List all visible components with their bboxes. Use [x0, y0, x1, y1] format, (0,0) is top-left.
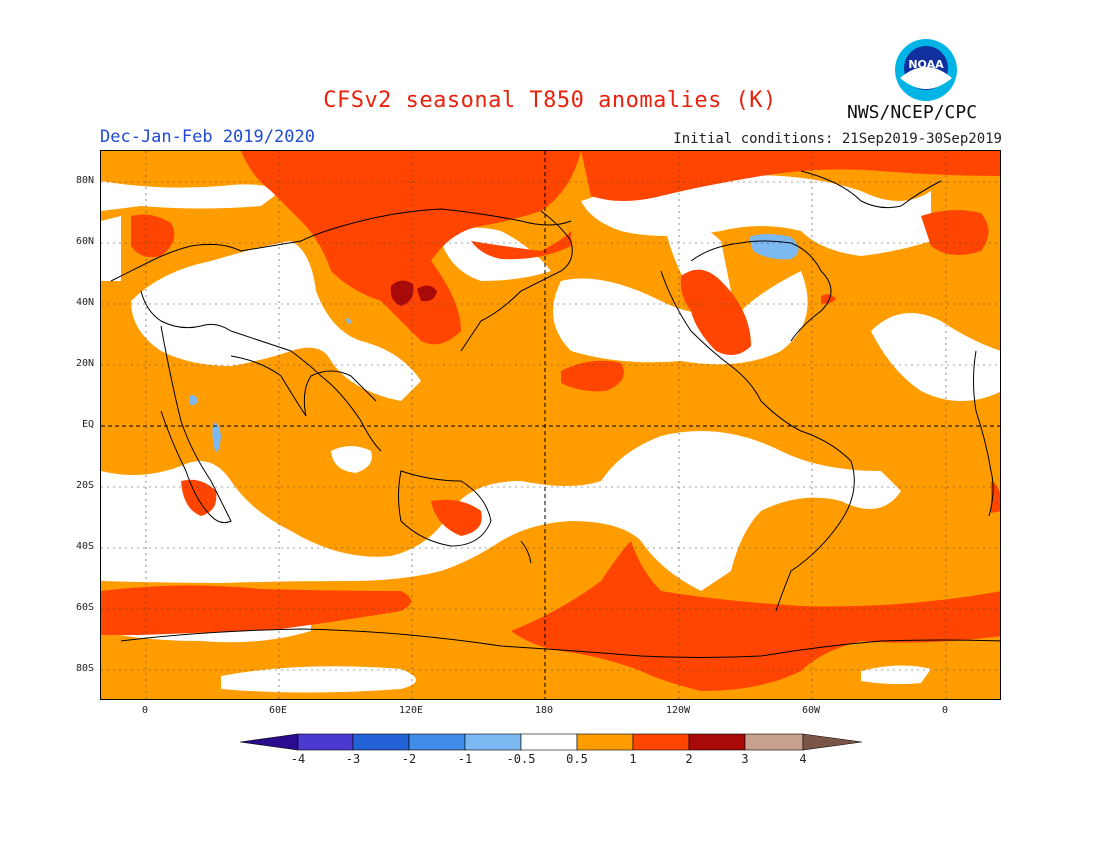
colorbar-bin — [464, 733, 522, 751]
season-label: Dec-Jan-Feb 2019/2020 — [100, 127, 315, 147]
lat-label: 40N — [75, 297, 94, 308]
initial-conditions-label: Initial conditions: 21Sep2019-30Sep2019 — [673, 131, 1002, 147]
colorbar-label: -2 — [401, 752, 417, 766]
colorbar-label: 3 — [741, 752, 749, 766]
graticule — [101, 151, 1000, 699]
noaa-logo-text: NOAA — [908, 58, 944, 71]
lat-label: EQ — [81, 419, 94, 430]
strong-warm-regions — [101, 151, 1000, 691]
colorbar-bin — [688, 733, 746, 751]
agency-label: NWS/NCEP/CPC — [847, 102, 978, 123]
lon-label: 120E — [398, 705, 424, 716]
lat-label: 20N — [75, 358, 94, 369]
colorbar-label: 0.5 — [566, 752, 588, 766]
colorbar-label: -1 — [457, 752, 473, 766]
equator-dateline — [101, 151, 1000, 699]
colorbar-label: 1 — [629, 752, 637, 766]
colorbar-bin — [408, 733, 466, 751]
colorbar-arrow-low — [240, 733, 299, 751]
colorbar-arrow-high — [802, 733, 862, 751]
colorbar-bin — [744, 733, 804, 751]
coastlines — [110, 170, 1000, 658]
lat-label: 60S — [75, 602, 94, 613]
colorbar-bin — [576, 733, 634, 751]
lat-label: 20S — [75, 480, 94, 491]
colorbar-label: -4 — [290, 752, 306, 766]
colorbar-label: -0.5 — [506, 752, 536, 766]
very-strong-warm-regions — [390, 280, 437, 306]
lon-label: 0 — [941, 705, 949, 716]
lon-label: 180 — [534, 705, 554, 716]
cool-anomaly-regions — [189, 234, 799, 452]
lat-label: 60N — [75, 236, 94, 247]
lon-label: 60E — [268, 705, 288, 716]
colorbar-bin — [352, 733, 410, 751]
colorbar-label: -3 — [345, 752, 361, 766]
noaa-logo: NOAA — [895, 39, 957, 101]
colorbar-label: 2 — [685, 752, 693, 766]
colorbar-bin — [520, 733, 578, 751]
anomaly-map — [100, 150, 1001, 700]
anomaly-map-svg — [101, 151, 1000, 699]
lat-label: 80N — [75, 175, 94, 186]
lat-label: 80S — [75, 663, 94, 674]
colorbar — [240, 733, 862, 751]
lon-label: 0 — [141, 705, 149, 716]
map-title: CFSv2 seasonal T850 anomalies (K) — [323, 88, 777, 113]
lon-label: 60W — [801, 705, 821, 716]
colorbar-bin — [297, 733, 354, 751]
colorbar-bin — [632, 733, 690, 751]
lon-label: 120W — [665, 705, 691, 716]
lat-label: 40S — [75, 541, 94, 552]
colorbar-label: 4 — [799, 752, 807, 766]
